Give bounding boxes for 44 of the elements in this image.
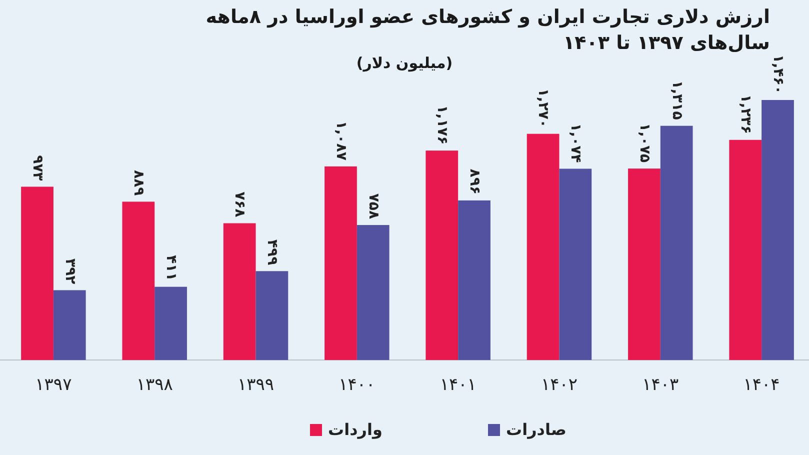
data-label: ۴۱۱ xyxy=(162,255,179,281)
data-label: ۹۷۳ xyxy=(29,155,46,182)
data-label: ۳۹۲ xyxy=(62,258,78,285)
chart-subtitle: (میلیون دلار) xyxy=(356,54,453,72)
x-tick-label: ۱۴۰۱ xyxy=(440,375,476,395)
bar xyxy=(21,186,54,360)
bar xyxy=(122,202,155,360)
bar xyxy=(559,168,592,360)
data-label: ۱,۰۷۵ xyxy=(636,123,652,164)
data-label: ۱,۲۷۰ xyxy=(535,88,552,128)
bar xyxy=(762,100,794,360)
data-label: ۱,۳۱۵ xyxy=(668,80,685,120)
bar xyxy=(53,290,86,360)
data-label: ۸۸۹ xyxy=(130,170,147,196)
x-tick-label: ۱۴۰۰ xyxy=(338,375,376,395)
bar xyxy=(324,166,357,360)
x-tick-label: ۱۳۹۸ xyxy=(136,375,173,395)
bar xyxy=(223,223,256,360)
data-label: ۱,۲۳۶ xyxy=(738,94,754,134)
data-label: ۱,۱۷۶ xyxy=(434,105,450,145)
bar xyxy=(729,140,762,360)
bar xyxy=(526,134,560,360)
data-label: ۴۹۹ xyxy=(264,239,280,266)
data-label: ۱,۰۷۴ xyxy=(568,123,584,164)
data-label: ۸۹۶ xyxy=(466,168,482,194)
data-label: ۷۶۸ xyxy=(232,192,248,218)
bar xyxy=(256,271,288,360)
legend-label: صادرات xyxy=(506,420,566,439)
bar xyxy=(356,225,390,360)
bar xyxy=(154,286,187,360)
x-tick-label: ۱۳۹۷ xyxy=(35,375,72,395)
x-tick-label: ۱۳۹۹ xyxy=(237,375,274,395)
x-tick-label: ۱۴۰۲ xyxy=(540,375,578,395)
bar xyxy=(628,168,660,360)
bar xyxy=(426,150,458,360)
data-label: ۱,۰۸۷ xyxy=(332,120,349,161)
chart-title: ارزش دلاری تجارت ایران و کشورهای عضو اوراسیا در ۸ماهه سال‌های ۱۳۹۷ تا ۱۴۰۳ xyxy=(206,6,770,54)
bar xyxy=(458,200,490,360)
data-label: ۷۵۸ xyxy=(365,193,382,220)
x-tick-label: ۱۴۰۳ xyxy=(642,375,679,395)
legend-label: واردات xyxy=(328,420,382,439)
data-label: ۱,۴۶۰ xyxy=(770,54,786,94)
bar xyxy=(660,126,693,360)
x-tick-label: ۱۴۰۴ xyxy=(743,375,780,395)
